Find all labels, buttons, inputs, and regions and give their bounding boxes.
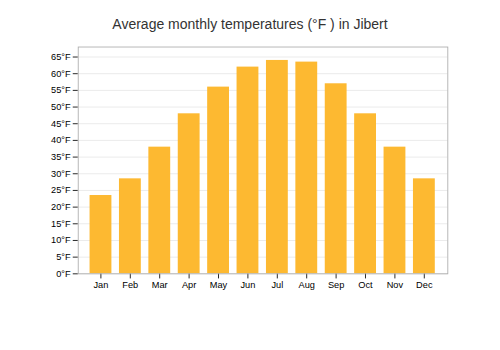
svg-text:Oct: Oct [358, 280, 373, 290]
svg-text:May: May [210, 280, 228, 290]
svg-text:Nov: Nov [387, 280, 404, 290]
svg-text:Apr: Apr [182, 280, 196, 290]
svg-text:Sep: Sep [328, 280, 344, 290]
svg-text:55°F: 55°F [51, 85, 71, 95]
svg-text:60°F: 60°F [51, 69, 71, 79]
svg-text:Feb: Feb [122, 280, 138, 290]
html-text:Average monthly temperatures (: Average monthly temperatures (°F ) in Ji… [112, 16, 388, 32]
svg-text:Aug: Aug [298, 280, 314, 290]
svg-text:30°F: 30°F [51, 169, 71, 179]
svg-text:Jun: Jun [240, 280, 255, 290]
svg-text:Dec: Dec [416, 280, 433, 290]
svg-text:Jan: Jan [93, 280, 108, 290]
svg-text:0°F: 0°F [56, 269, 71, 279]
svg-text:40°F: 40°F [51, 135, 71, 145]
svg-text:65°F: 65°F [51, 52, 71, 62]
svg-text:Jul: Jul [271, 280, 283, 290]
svg-text:45°F: 45°F [51, 119, 71, 129]
svg-text:10°F: 10°F [51, 235, 71, 245]
svg-text:50°F: 50°F [51, 102, 71, 112]
svg-text:35°F: 35°F [51, 152, 71, 162]
svg-text:Mar: Mar [152, 280, 168, 290]
svg-text:5°F: 5°F [56, 252, 71, 262]
svg-text:15°F: 15°F [51, 219, 71, 229]
svg-text:20°F: 20°F [51, 202, 71, 212]
svg-text:25°F: 25°F [51, 185, 71, 195]
